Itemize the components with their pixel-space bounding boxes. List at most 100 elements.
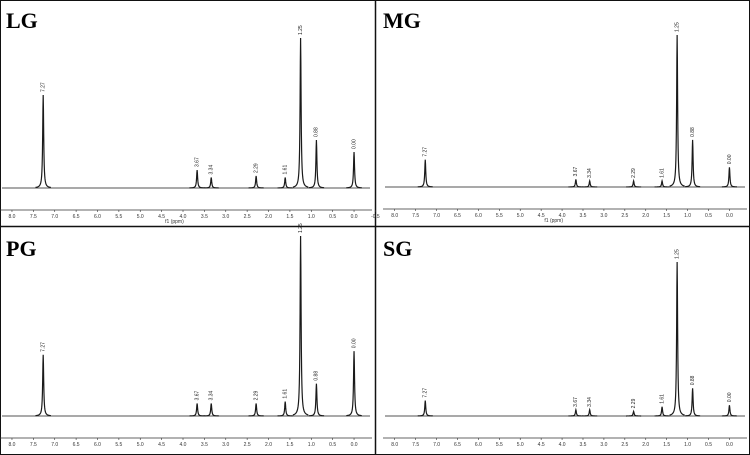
- peak: [189, 403, 205, 417]
- peak-label: 7.27: [423, 147, 429, 157]
- peak-label: 0.88: [314, 371, 320, 381]
- x-tick-label: 0.0: [351, 442, 358, 448]
- x-tick-label: 2.0: [642, 213, 649, 219]
- x-tick-label: 5.5: [115, 214, 122, 220]
- x-tick-label: 6.5: [73, 442, 80, 448]
- peak-label: 1.25: [298, 223, 304, 233]
- peak: [669, 34, 685, 187]
- x-tick-label: 4.5: [538, 442, 545, 448]
- peak-label: 2.29: [631, 398, 637, 408]
- peak: [568, 407, 584, 417]
- peak-label: 7.27: [423, 388, 429, 398]
- peak-label: 2.29: [253, 163, 259, 173]
- x-tick-label: 4.0: [180, 442, 187, 448]
- x-tick-label: 0.0: [351, 214, 358, 220]
- peak: [346, 151, 362, 189]
- peak: [582, 178, 598, 188]
- x-tick-label: 6.0: [475, 442, 482, 448]
- peak: [417, 159, 433, 188]
- x-tick-label: 5.0: [517, 213, 524, 219]
- peak: [346, 351, 362, 417]
- x-tick-label: 4.5: [158, 442, 165, 448]
- peak-label: 3.34: [587, 168, 593, 178]
- x-tick-label: 7.0: [433, 442, 440, 448]
- x-tick-label: 1.5: [286, 214, 293, 220]
- x-tick-label: 1.0: [308, 442, 315, 448]
- panel-title: SG: [383, 236, 412, 261]
- peak: [417, 400, 433, 417]
- x-tick-label: 0.5: [705, 442, 712, 448]
- peak: [35, 94, 51, 189]
- peak-label: 2.29: [631, 168, 637, 178]
- peak-label: 0.88: [690, 127, 696, 137]
- peak-label: 3.34: [587, 397, 593, 407]
- peak: [277, 177, 293, 189]
- x-tick-label: 0.5: [329, 442, 336, 448]
- peak-label: 7.27: [41, 342, 47, 352]
- x-tick-label: 1.5: [663, 442, 670, 448]
- panel-title: PG: [6, 236, 37, 261]
- peak: [292, 37, 309, 188]
- x-tick-label: -0.5: [371, 214, 380, 220]
- peak-label: 1.25: [674, 22, 680, 32]
- x-tick-label: 7.5: [30, 442, 37, 448]
- peak-label: 0.00: [727, 392, 733, 402]
- x-tick-label: 4.0: [180, 214, 187, 220]
- x-tick-label: 3.0: [600, 213, 607, 219]
- x-tick-label: 7.0: [51, 214, 58, 220]
- peak: [654, 406, 670, 417]
- peak: [582, 407, 598, 417]
- x-tick-label: 0.0: [726, 442, 733, 448]
- x-tick-label: 5.0: [517, 442, 524, 448]
- x-tick-label: 2.0: [265, 442, 272, 448]
- x-axis-label: f1 (ppm): [544, 218, 563, 224]
- x-tick-label: 2.5: [621, 442, 628, 448]
- spectrum-panel: SG 8.0 7.5 7.0 6.5 6.0 5.5 5.0 4.5 4.0 3.5 3.0 2.5 2.…: [383, 236, 747, 448]
- peak-label: 1.25: [674, 249, 680, 259]
- x-tick-label: 6.5: [73, 214, 80, 220]
- x-tick-label: 6.0: [94, 442, 101, 448]
- x-tick-label: 0.5: [705, 213, 712, 219]
- x-tick-label: 8.0: [391, 442, 398, 448]
- peak-label: 0.00: [351, 139, 357, 149]
- x-tick-label: 3.5: [201, 214, 208, 220]
- peak-label: 2.29: [253, 390, 259, 400]
- x-tick-label: 1.0: [684, 442, 691, 448]
- spectrum-panel: MG 8.0 7.5 7.0 6.5 6.0 5.5 5.0 4.5 4.0 3.5 3.0 2.5 2.…: [383, 8, 747, 224]
- peak: [626, 178, 642, 188]
- peak: [248, 175, 264, 189]
- x-tick-label: 6.0: [475, 213, 482, 219]
- x-tick-label: 3.0: [222, 442, 229, 448]
- x-tick-label: 4.5: [538, 213, 545, 219]
- peak: [189, 169, 205, 189]
- peak: [308, 139, 325, 189]
- x-tick-label: 7.5: [412, 213, 419, 219]
- x-tick-label: 2.0: [642, 442, 649, 448]
- x-tick-label: 5.5: [115, 442, 122, 448]
- x-tick-label: 8.0: [8, 442, 15, 448]
- peak: [203, 403, 219, 417]
- peak: [685, 388, 701, 417]
- peak: [685, 139, 701, 188]
- peak-label: 3.34: [209, 390, 215, 400]
- x-tick-label: 7.5: [30, 214, 37, 220]
- peak-label: 3.67: [573, 397, 579, 407]
- x-tick-label: 5.5: [496, 213, 503, 219]
- x-tick-label: 5.5: [496, 442, 503, 448]
- peak-label: 1.61: [283, 389, 289, 399]
- x-tick-label: 8.0: [8, 214, 15, 220]
- x-tick-label: 3.5: [580, 442, 587, 448]
- peak-label: 0.00: [727, 154, 733, 164]
- x-tick-label: 5.0: [137, 442, 144, 448]
- x-tick-label: 6.5: [454, 442, 461, 448]
- x-tick-label: 1.0: [308, 214, 315, 220]
- peak-label: 3.67: [194, 390, 200, 400]
- peak: [654, 178, 670, 188]
- x-tick-label: 3.5: [201, 442, 208, 448]
- x-tick-label: 1.5: [663, 213, 670, 219]
- spectrum-panel: LG 8.0 7.5 7.0 6.5 6.0 5.5 5.0 4.5 4.0 3.5 3.0 2.5 2.…: [0, 8, 380, 225]
- x-tick-label: 2.0: [265, 214, 272, 220]
- panel-title: LG: [6, 8, 38, 33]
